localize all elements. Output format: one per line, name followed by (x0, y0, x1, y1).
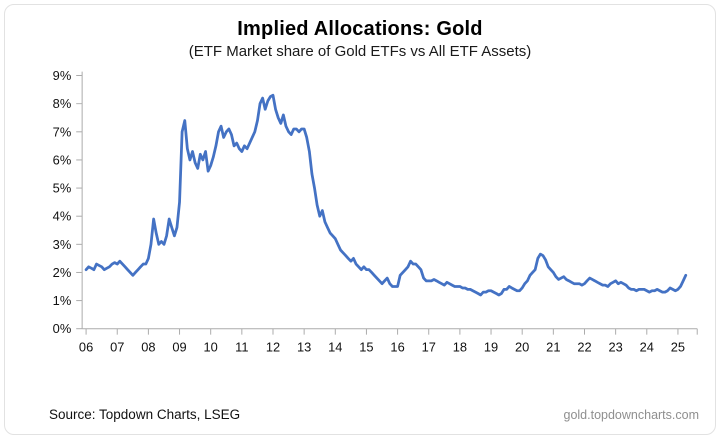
x-tick-label: 18 (453, 339, 467, 354)
source-attribution: Source: Topdown Charts, LSEG (49, 407, 241, 422)
x-tick-label: 20 (515, 339, 529, 354)
x-tick-label: 17 (422, 339, 436, 354)
x-tick-label: 15 (359, 339, 373, 354)
x-tick-label: 24 (640, 339, 654, 354)
x-tick-label: 13 (297, 339, 311, 354)
x-tick-label: 25 (671, 339, 685, 354)
gold-etf-share-line (84, 93, 688, 297)
x-tick-label: 10 (204, 339, 218, 354)
y-tick-label: 7% (53, 124, 72, 139)
x-tick-label: 23 (608, 339, 622, 354)
y-tick-label: 0% (53, 321, 72, 336)
watermark-url[interactable]: gold.topdowncharts.com (563, 408, 700, 422)
x-tick-label: 11 (235, 339, 248, 354)
x-tick-label: 21 (546, 339, 560, 354)
x-tick-label: 16 (390, 339, 404, 354)
x-tick-label: 09 (172, 339, 186, 354)
x-tick-label: 14 (328, 339, 342, 354)
line-chart-svg: 0% 1% 2% 3% 4% 5% 6% 7% 8% 9% 06 07 08 09 10 11 12 13 14 15… (53, 68, 698, 354)
chart-figure: Implied Allocations: Gold (ETF Market sh… (4, 4, 716, 435)
chart-footer: Source: Topdown Charts, LSEG gold.topdow… (5, 407, 715, 422)
x-tick-label: 12 (266, 339, 280, 354)
plot-area: 0% 1% 2% 3% 4% 5% 6% 7% 8% 9% 06 07 08 09 10 11 12 13 14 15… (5, 62, 715, 366)
y-tick-label: 6% (53, 152, 72, 167)
x-tick-label: 06 (79, 339, 93, 354)
x-tick-label: 07 (110, 339, 124, 354)
y-tick-label: 2% (53, 265, 72, 280)
y-tick-label: 9% (53, 68, 72, 83)
y-tick-label: 1% (53, 293, 72, 308)
x-tick-label: 19 (484, 339, 498, 354)
x-tick-label: 08 (141, 339, 155, 354)
chart-subtitle: (ETF Market share of Gold ETFs vs All ET… (188, 43, 532, 60)
y-tick-label: 3% (53, 237, 72, 252)
chart-title: Implied Allocations: Gold (237, 18, 483, 40)
y-tick-label: 8% (53, 96, 72, 111)
x-tick-label: 22 (577, 339, 591, 354)
y-tick-label: 4% (53, 209, 72, 224)
y-tick-label: 5% (53, 181, 72, 196)
